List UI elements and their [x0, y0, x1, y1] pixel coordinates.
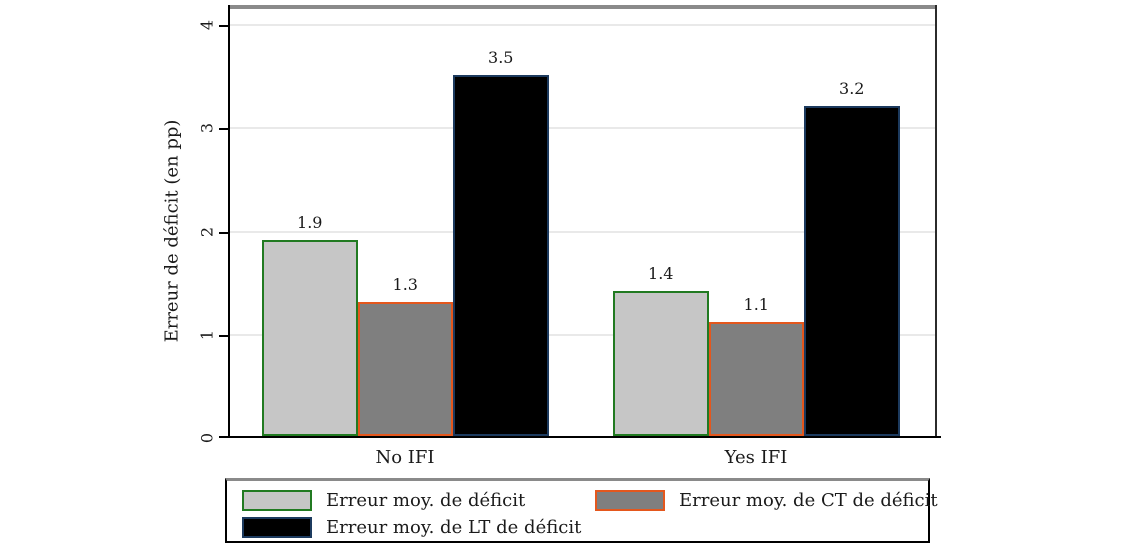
- plot-frame-right: [935, 5, 937, 438]
- y-tick-label-2: 2: [197, 226, 217, 237]
- legend-swatch-erreur-lt: [242, 517, 312, 538]
- plot-frame-top: [228, 5, 937, 9]
- y-tick-mark-0: [219, 436, 228, 438]
- bar-value-label: 1.1: [743, 295, 769, 315]
- bar-series1-yes-ifi: [613, 291, 709, 436]
- bar-series3-no-ifi: [453, 74, 549, 436]
- bar-series3-yes-ifi: [804, 105, 900, 436]
- legend: Erreur moy. de déficit Erreur moy. de CT…: [225, 478, 938, 543]
- x-axis-line: [227, 436, 941, 438]
- y-axis-line: [228, 5, 230, 438]
- bar-value-label: 1.9: [297, 212, 323, 232]
- legend-label-erreur-lt: Erreur moy. de LT de déficit: [326, 517, 582, 538]
- legend-swatch-erreur-moy: [242, 490, 312, 511]
- y-tick-mark-3: [219, 128, 228, 131]
- gridline-y-1: [230, 333, 935, 336]
- y-axis-title: Erreur de déficit (en pp): [161, 119, 183, 343]
- y-tick-mark-2: [219, 231, 228, 234]
- plot-area: 1.9 1.3 3.5 1.4 1.1 3.2: [219, 5, 941, 438]
- bar-value-label: 3.5: [488, 47, 514, 67]
- gridline-y-3: [230, 127, 935, 130]
- gridline-y-2: [230, 230, 935, 233]
- legend-label-erreur-moy: Erreur moy. de déficit: [326, 490, 526, 511]
- y-tick-label-0: 0: [197, 432, 217, 444]
- y-tick-label-4: 4: [197, 19, 217, 31]
- bar-value-label: 1.4: [648, 264, 674, 284]
- x-tick-label-yes-ifi: Yes IFI: [724, 447, 788, 468]
- bar-value-label: 3.2: [839, 78, 865, 98]
- y-tick-mark-1: [219, 334, 228, 337]
- bar-value-label: 1.3: [392, 274, 418, 294]
- x-tick-label-no-ifi: No IFI: [375, 447, 435, 468]
- y-tick-mark-4: [219, 25, 228, 27]
- gridline-y-4: [230, 24, 935, 26]
- bar-series2-yes-ifi: [708, 322, 804, 436]
- legend-swatch-erreur-ct: [595, 490, 665, 511]
- bar-series2-no-ifi: [357, 301, 453, 436]
- y-tick-label-1: 1: [197, 329, 217, 340]
- bar-series1-no-ifi: [262, 239, 358, 436]
- y-tick-label-3: 3: [197, 123, 217, 134]
- legend-label-erreur-ct: Erreur moy. de CT de déficit: [679, 490, 938, 511]
